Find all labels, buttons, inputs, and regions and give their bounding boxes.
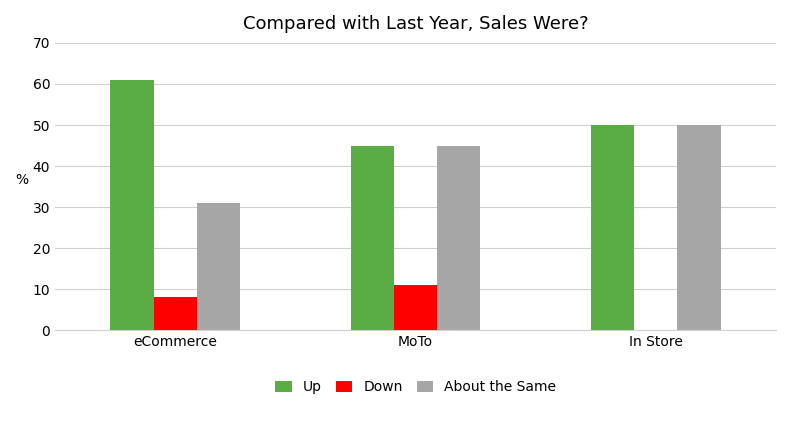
Bar	[591, 125, 634, 330]
Bar	[394, 285, 437, 330]
Bar	[437, 146, 480, 330]
Bar	[153, 297, 197, 330]
Legend: Up, Down, About the Same: Up, Down, About the Same	[269, 375, 562, 400]
Bar	[111, 80, 153, 330]
Title: Compared with Last Year, Sales Were?: Compared with Last Year, Sales Were?	[243, 15, 589, 33]
Y-axis label: %: %	[15, 173, 28, 186]
Bar	[197, 203, 240, 330]
Bar	[350, 146, 394, 330]
Bar	[677, 125, 721, 330]
